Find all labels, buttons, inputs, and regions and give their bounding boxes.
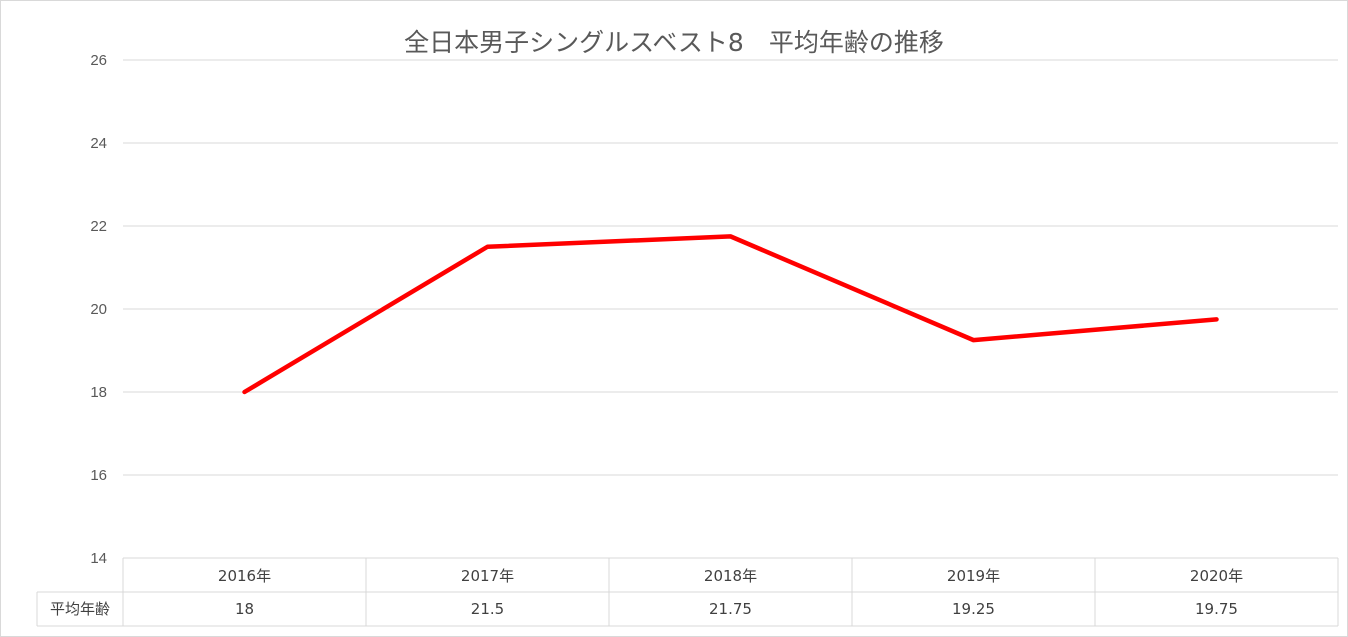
- table-value-cell: 19.75: [1195, 600, 1238, 618]
- y-tick-label: 14: [90, 550, 107, 567]
- y-tick-label: 18: [90, 384, 107, 401]
- y-tick-label: 20: [90, 301, 107, 318]
- table-value-cell: 19.25: [952, 600, 995, 618]
- table-value-cell: 18: [235, 600, 254, 618]
- data-table: 平均年齢 2016年 18 2017年 21.5 2018年 21.75 2019年 19.25…: [36, 557, 1339, 627]
- y-tick-label: 16: [90, 467, 107, 484]
- x-category-label: 2018年: [704, 567, 757, 585]
- x-category-label: 2017年: [461, 567, 514, 585]
- y-axis-ticks: 14 16 18 20 22 24 26: [90, 52, 107, 567]
- chart-title: 全日本男子シングルスベスト8 平均年齢の推移: [404, 28, 944, 57]
- y-tick-label: 26: [90, 52, 107, 69]
- x-category-label: 2016年: [218, 567, 271, 585]
- table-row-header: 平均年齢: [50, 600, 110, 618]
- table-value-cell: 21.75: [709, 600, 752, 618]
- series-layer: [242, 234, 1219, 395]
- y-tick-label: 22: [90, 218, 107, 235]
- x-category-label: 2020年: [1190, 567, 1243, 585]
- gridlines: [123, 59, 1338, 476]
- table-value-cell: 21.5: [471, 600, 504, 618]
- series-line: [242, 234, 1219, 395]
- x-category-label: 2019年: [947, 567, 1000, 585]
- y-tick-label: 24: [90, 135, 107, 152]
